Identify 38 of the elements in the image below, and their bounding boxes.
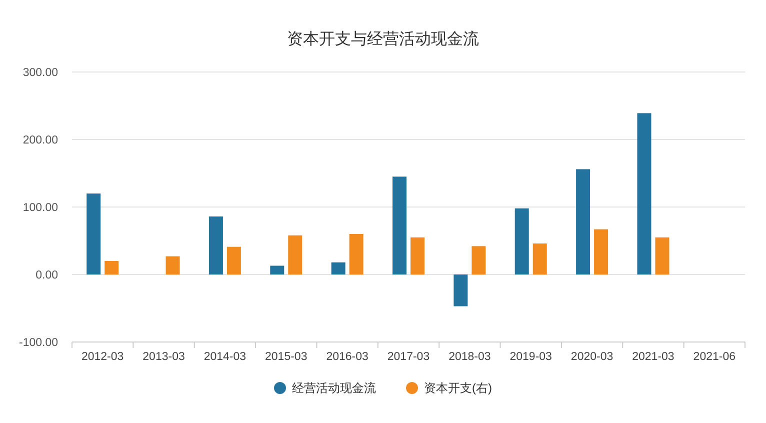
x-tick-label: 2019-03 bbox=[510, 351, 552, 363]
bar bbox=[410, 237, 424, 274]
y-tick-label: 0.00 bbox=[36, 270, 58, 282]
y-tick-label: 100.00 bbox=[22, 202, 58, 214]
legend-label: 经营活动现金流 bbox=[292, 381, 376, 395]
bar bbox=[270, 266, 284, 274]
bar bbox=[392, 176, 406, 274]
x-tick-label: 2021-06 bbox=[693, 351, 736, 363]
bar bbox=[104, 261, 119, 274]
y-tick-label: 200.00 bbox=[22, 134, 58, 146]
bar bbox=[576, 169, 590, 274]
bar bbox=[226, 246, 241, 274]
bar bbox=[288, 235, 302, 274]
bar bbox=[349, 234, 364, 274]
bar bbox=[86, 194, 101, 274]
bar bbox=[472, 246, 486, 274]
bar bbox=[532, 243, 547, 274]
bar bbox=[514, 208, 529, 274]
y-tick-label: -100.00 bbox=[18, 337, 58, 349]
bar bbox=[331, 262, 346, 274]
x-tick-label: 2016-03 bbox=[326, 351, 368, 363]
chart-title: 资本开支与经营活动现金流 bbox=[287, 30, 479, 48]
y-tick-label: 300.00 bbox=[22, 67, 58, 79]
x-tick-label: 2015-03 bbox=[265, 351, 308, 363]
x-tick-label: 2018-03 bbox=[448, 351, 491, 363]
x-tick-label: 2013-03 bbox=[142, 351, 185, 363]
bar bbox=[454, 274, 468, 306]
bar bbox=[637, 113, 652, 274]
bar bbox=[594, 229, 608, 274]
x-tick-label: 2020-03 bbox=[570, 351, 614, 363]
x-tick-label: 2014-03 bbox=[204, 351, 246, 363]
bar bbox=[208, 216, 223, 274]
bar bbox=[655, 237, 670, 274]
x-tick-label: 2021-03 bbox=[632, 351, 674, 363]
legend-label: 资本开支(右) bbox=[424, 381, 492, 395]
x-tick-label: 2017-03 bbox=[387, 351, 430, 363]
x-tick-label: 2012-03 bbox=[81, 351, 124, 363]
bar bbox=[166, 256, 180, 274]
